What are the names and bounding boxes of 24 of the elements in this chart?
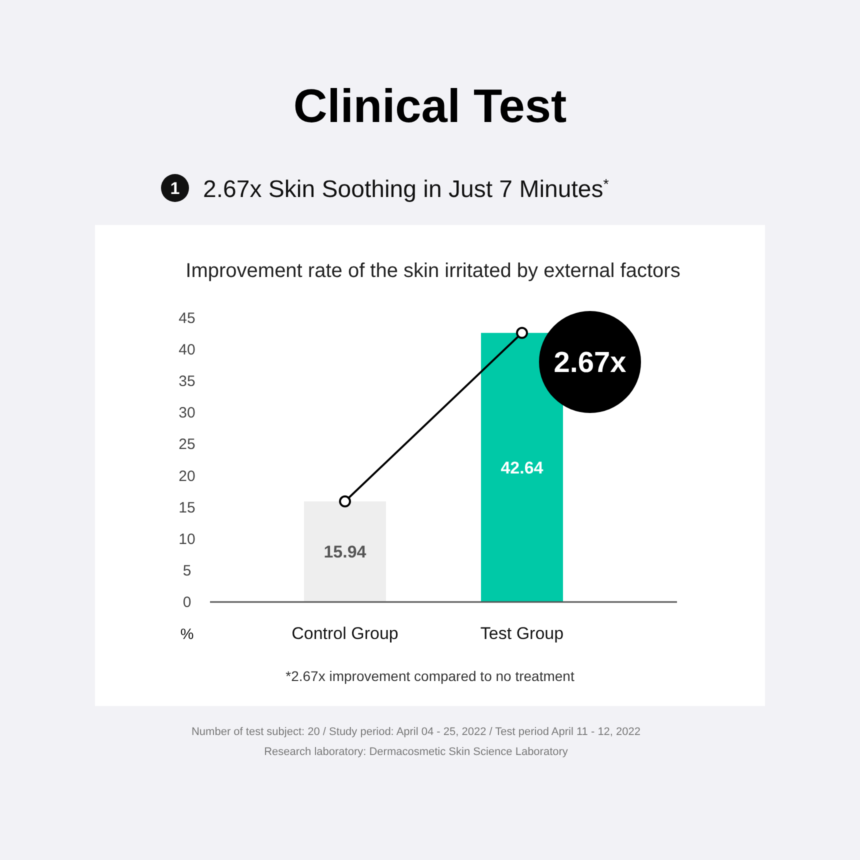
y-tick-label: 0 <box>182 594 192 611</box>
y-tick-label: 25 <box>178 436 196 454</box>
y-axis-title: % <box>180 626 194 643</box>
legend-title: Improvement rate of the skin irritated by external factors <box>186 260 680 282</box>
y-tick-label: 15 <box>178 499 196 516</box>
circle-badge: 2.67x <box>539 311 641 413</box>
y-tick-label: 30 <box>178 404 196 422</box>
annotation: 2.67x <box>554 347 626 379</box>
text: Number of test subject: 20 / Study period: April 04 - 25, 2022 / Test period April 11 - 12, 2022 <box>191 726 641 738</box>
data-label: 42.64 <box>500 458 544 478</box>
x-tick-label: Test Group <box>480 624 564 643</box>
y-tick-label: 20 <box>178 468 196 485</box>
chart-title: Clinical Test <box>293 79 568 132</box>
data-label: 15.94 <box>324 542 367 562</box>
text: *2.67x improvement compared to no treatment <box>286 668 574 684</box>
y-tick-label: 45 <box>178 310 196 327</box>
y-tick-label: 5 <box>182 562 192 580</box>
y-tick-label: 40 <box>178 342 196 359</box>
y-tick-label: 35 <box>178 373 196 390</box>
y-tick-label: 10 <box>178 530 196 548</box>
x-tick-label: Control Group <box>292 624 398 643</box>
chart-subtitle: 2.67x Skin Soothing in Just 7 Minutes$^{*}$ <box>203 176 610 203</box>
number-badge: 1 <box>161 174 189 202</box>
text: Research laboratory: Dermacosmetic Skin Science Laboratory <box>264 746 568 758</box>
